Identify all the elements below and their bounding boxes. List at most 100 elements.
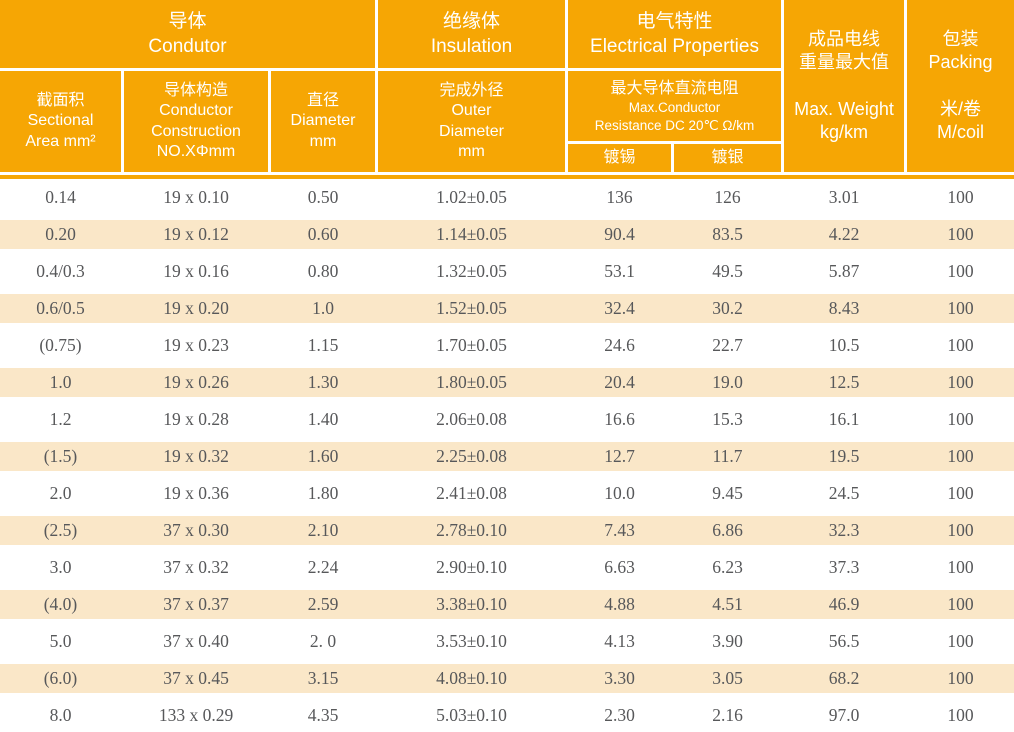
table-cell: 1.0 [312,298,334,318]
table-cell: 8.43 [828,298,860,318]
table-row: 0.14 19 x 0.10 0.50 1.02±0.05 136 126 3.01 100 [0,179,1014,216]
table-cell: 100 [947,483,974,503]
table-cell: 22.7 [712,335,743,355]
table-cell: 100 [947,335,974,355]
table-cell: 0.60 [307,224,339,244]
table-cell: 3.0 [49,557,72,577]
table-cell: 24.6 [604,335,635,355]
header-resistance-en1: Max.Conductor [628,100,721,116]
header-diameter-label: 直径 Diameter mm [290,92,356,150]
table-cell: (0.75) [39,335,82,355]
table-cell: 3.01 [828,187,860,207]
header-silver-plated-label: 镀银 [711,148,744,166]
table-cell: 1.14±0.05 [436,224,507,244]
table-cell: 6.86 [712,520,743,540]
table-row: 0.4/0.3 19 x 0.16 0.80 1.32±0.05 53.1 49.5 5.8… [0,253,1014,290]
table-cell: 19.0 [712,372,743,392]
table-cell: 2.25±0.08 [436,446,507,466]
table-row: 0.20 19 x 0.12 0.60 1.14±0.05 90.4 83.5 4.22 10… [0,216,1014,253]
table-cell: (2.5) [43,520,78,540]
table-cell: 32.4 [604,298,635,318]
table-cell: 4.51 [712,594,743,614]
header-diameter: 直径 Diameter mm [271,71,375,172]
table-cell: 37 x 0.32 [163,557,229,577]
table-cell: 3.30 [604,668,635,688]
table-body: 0.14 19 x 0.10 0.50 1.02±0.05 136 126 3.01 100 0… [0,179,1014,732]
table-cell: 2.30 [604,705,635,725]
table-cell: 2.0 [49,483,72,503]
table-row: 5.0 37 x 0.40 2. 0 3.53±0.10 4.13 3.90 56.5 100 [0,623,1014,660]
table-cell: 100 [947,187,974,207]
table-cell: 1.02±0.05 [436,187,507,207]
table-cell: 16.6 [604,409,635,429]
table-cell: 5.87 [828,261,860,281]
table-cell: 1.2 [49,409,72,429]
table-cell: 2.59 [307,594,339,614]
table-cell: 37 x 0.37 [163,594,229,614]
table-cell: 32.3 [828,520,860,540]
table-cell: 5.03±0.10 [436,705,507,725]
table-cell: 49.5 [712,261,743,281]
table-row: 0.6/0.5 19 x 0.20 1.0 1.52±0.05 32.4 30.2 8.43… [0,290,1014,327]
header-bottom-bar [0,175,1014,179]
table-cell: 8.0 [49,705,72,725]
header-tinned: 镀锡 [568,144,671,172]
table-cell: 30.2 [712,298,743,318]
table-cell: 0.4/0.3 [36,261,85,281]
table-cell: 100 [947,557,974,577]
table-cell: 19 x 0.28 [163,409,229,429]
table-cell: 83.5 [712,224,743,244]
table-cell: 2.06±0.08 [436,409,507,429]
table-cell: 37.3 [828,557,860,577]
table-cell: 9.45 [712,483,743,503]
table-cell: 2.41±0.08 [436,483,507,503]
table-cell: 100 [947,409,974,429]
table-cell: 19 x 0.26 [163,372,229,392]
header-tinned-label: 镀锡 [603,148,636,166]
table-cell: 100 [947,446,974,466]
table-cell: 19 x 0.10 [163,187,229,207]
table-cell: 15.3 [712,409,743,429]
table-cell: 1.0 [49,372,72,392]
table-cell: 1.40 [307,409,339,429]
table-row: 8.0 133 x 0.29 4.35 5.03±0.10 2.30 2.16 97.0 10… [0,697,1014,732]
header-max-weight: 成品电线 重量最大值 Max. Weight kg/km [784,0,904,172]
table-cell: 20.4 [604,372,635,392]
table-cell: 68.2 [828,668,860,688]
table-cell: 4.35 [307,705,339,725]
table-cell: 0.14 [45,187,76,207]
table-cell: 4.08±0.10 [436,668,507,688]
header-sectional-area: 截面积 Sectional Area mm² [0,71,121,172]
table-cell: 4.22 [828,224,860,244]
table-cell: 6.63 [604,557,635,577]
header-outer-diameter: 完成外径 Outer Diameter mm [378,71,565,172]
table-cell: 10.5 [828,335,860,355]
table-row: (4.0) 37 x 0.37 2.59 3.38±0.10 4.88 4.51 46.9 1… [0,586,1014,623]
table-cell: 3.05 [712,668,743,688]
table-cell: 3.53±0.10 [436,631,507,651]
table-cell: 1.52±0.05 [436,298,507,318]
table-cell: 19 x 0.20 [163,298,229,318]
table-header: 导体 Condutor 绝缘体 Insulation 电气特性 Electric… [0,0,1014,172]
table-cell: 1.15 [307,335,339,355]
header-insulation-group: 绝缘体 Insulation [378,0,565,68]
table-cell: 37 x 0.30 [163,520,229,540]
table-cell: 24.5 [828,483,860,503]
table-cell: 3.90 [712,631,743,651]
table-cell: 0.6/0.5 [36,298,85,318]
table-cell: (4.0) [43,594,78,614]
header-conductor-label: 导体 Condutor [148,10,227,57]
table-cell: 3.38±0.10 [436,594,507,614]
header-resistance-label: 最大导体直流电阻 Max.Conductor Resistance DC 20℃… [595,78,755,135]
header-resistance-en2: Resistance DC 20℃ Ω/km [594,117,755,133]
table-cell: 100 [947,594,974,614]
header-insulation-label: 绝缘体 Insulation [430,10,513,57]
table-cell: 100 [947,372,974,392]
table-cell: 11.7 [712,446,743,466]
table-cell: 100 [947,705,974,725]
table-cell: 1.70±0.05 [436,335,507,355]
table-cell: 0.50 [307,187,339,207]
table-cell: 10.0 [604,483,635,503]
table-cell: 19 x 0.36 [163,483,229,503]
